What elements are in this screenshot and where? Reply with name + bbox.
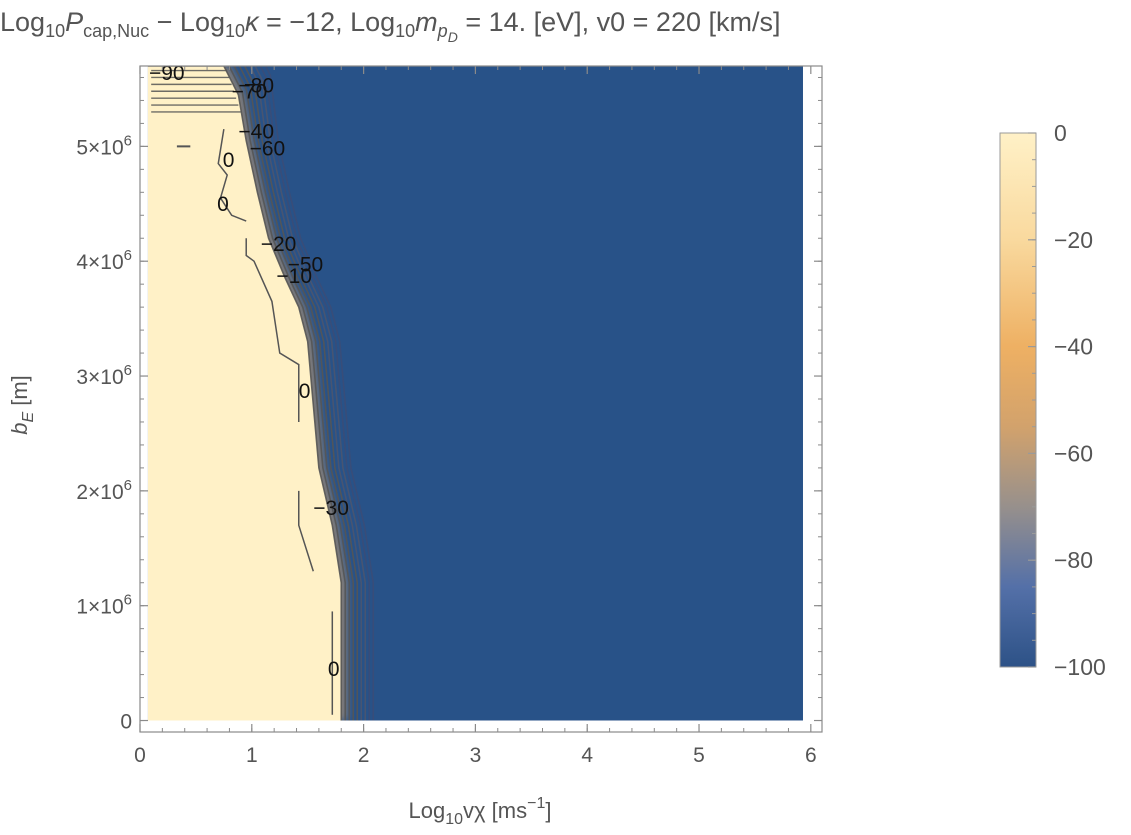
colorbar-tick-label: −40 bbox=[1054, 334, 1093, 360]
colorbar-tick-label: −60 bbox=[1054, 440, 1093, 466]
y-axis-label: bE [m] bbox=[7, 375, 37, 435]
colorbar-gradient bbox=[1000, 133, 1036, 667]
y-tick-label: 0 bbox=[120, 711, 132, 734]
y-tick-label: 4×106 bbox=[76, 247, 132, 274]
chart-title: Log10Pcap,Nuc − Log10κ = −12, Log10mpD =… bbox=[0, 7, 780, 45]
contour-label: −10 bbox=[276, 265, 312, 288]
contour-label: 0 bbox=[328, 658, 340, 681]
contour-label: −90 bbox=[149, 62, 185, 85]
y-tick-label: 3×106 bbox=[76, 362, 132, 389]
x-tick-label: 6 bbox=[805, 744, 817, 767]
x-tick-label: 5 bbox=[693, 744, 705, 767]
colorbar-tick-label: −20 bbox=[1054, 227, 1093, 253]
x-axis-label: Log10vχ [ms−1] bbox=[408, 795, 551, 828]
contour-label: −70 bbox=[232, 80, 268, 103]
y-tick-label: 2×106 bbox=[76, 477, 132, 504]
contour-label: −60 bbox=[250, 138, 286, 161]
contour-label: −30 bbox=[313, 497, 349, 520]
colorbar-tick-label: −100 bbox=[1054, 654, 1106, 680]
colorbar-tick-label: 0 bbox=[1054, 120, 1067, 146]
contour-label: 0 bbox=[299, 380, 311, 403]
x-tick-label: 0 bbox=[134, 744, 146, 767]
colorbar-tick-label: −80 bbox=[1054, 547, 1093, 573]
contour-label: 0 bbox=[223, 149, 235, 172]
contour-label: 0 bbox=[217, 193, 229, 216]
x-tick-label: 2 bbox=[358, 744, 370, 767]
y-tick-label: 1×106 bbox=[76, 592, 132, 619]
contour-label: −20 bbox=[261, 233, 297, 256]
y-tick-label: 5×106 bbox=[76, 132, 132, 159]
colorbar: 0 −20 −40 −60 −80 −100 bbox=[1000, 120, 1106, 680]
colorbar-ticks: 0 −20 −40 −60 −80 −100 bbox=[1028, 120, 1106, 680]
x-tick-label: 4 bbox=[581, 744, 593, 767]
x-tick-label: 1 bbox=[246, 744, 258, 767]
x-tick-label: 3 bbox=[470, 744, 482, 767]
plot-area bbox=[148, 66, 803, 721]
